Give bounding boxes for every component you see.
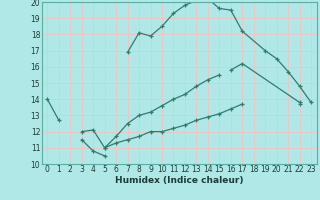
X-axis label: Humidex (Indice chaleur): Humidex (Indice chaleur) — [115, 176, 244, 185]
